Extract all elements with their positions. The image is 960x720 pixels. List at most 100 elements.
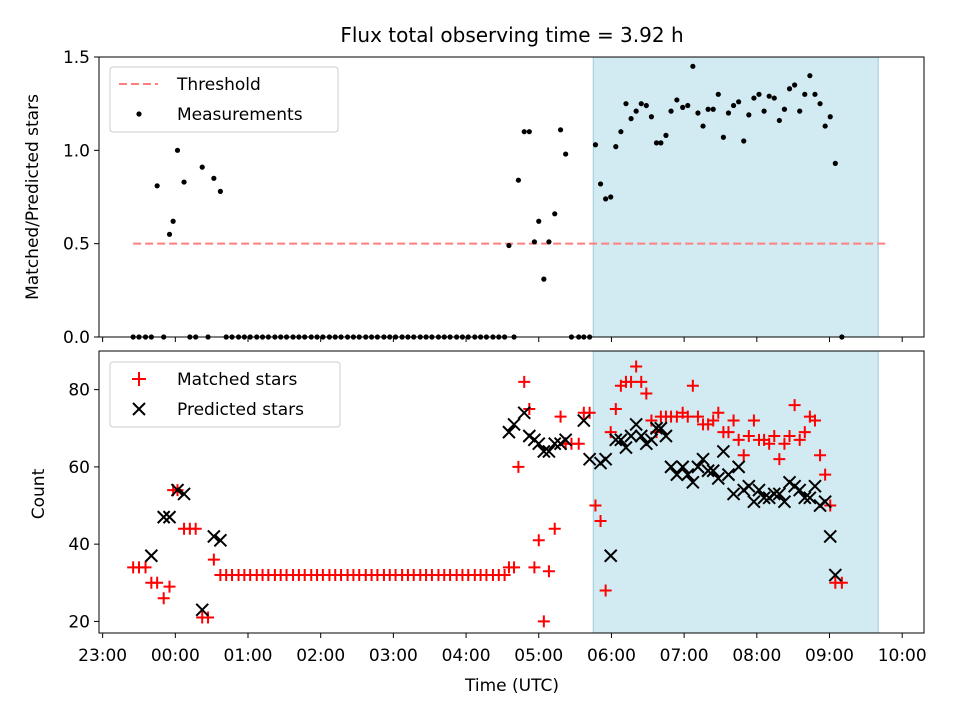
count-legend-box [109,361,341,428]
count-x-tick-label: 08:00 [732,646,781,666]
predicted-star-point [767,487,781,501]
measurement-point [695,110,701,116]
matched-star-point [202,611,215,624]
measurement-point [792,82,798,88]
measurement-point [832,160,838,166]
measurement-point [608,194,614,200]
predicted-legend-swatch [132,402,146,416]
measurement-point [802,91,808,97]
ratio-y-tick-label: 1.5 [63,48,90,68]
measurement-point [154,183,160,189]
measurement-point [546,239,552,245]
ratio-y-tick-label: 0.0 [63,328,90,348]
ratio-panel: 0.0 0.5 1.0 1.5 Matched/Predicted stars Thr… [23,48,925,348]
measurement-point [597,181,604,187]
count-x-tick-label: 00:00 [151,646,200,666]
matched-star-point [768,429,781,442]
matched-star-point [542,565,555,578]
matched-star-point [537,615,550,628]
predicted-star-point [614,433,628,447]
measurement-point [715,91,721,97]
matched-star-point [783,429,796,442]
matched-star-point [528,561,541,574]
matched-star-point [712,406,725,419]
measurement-point [592,142,599,148]
predicted-star-point [823,529,837,544]
measurement-point [817,101,823,107]
measurement-point [690,63,696,69]
measurement-point [658,140,664,146]
ratio-y-tick-label: 0.5 [63,235,90,255]
predicted-star-point [716,444,731,459]
measurement-point [771,95,777,101]
predicted-star-point [701,464,715,478]
measurement-point [552,211,558,217]
matched-star-point [798,426,811,439]
matched-star-point [814,449,827,462]
predicted-star-point [659,429,673,443]
predicted-star-point [144,549,159,563]
measurement-point [638,101,644,107]
count-x-tick-label: 01:00 [224,646,273,666]
measurement-point [751,95,757,101]
predicted-star-point [711,471,726,486]
measurement-point [668,108,674,114]
measurement-point [663,132,669,138]
predicted-star-point [598,452,613,466]
measurement-point [710,106,716,112]
chart-title: Flux total observing time = 3.92 h [340,23,683,47]
predicted-star-point [502,425,516,439]
count-y-tick-label: 20 [68,612,90,632]
measurement-point [725,110,732,116]
count-y-label: Count [29,468,49,519]
measurement-point [781,106,788,112]
measurement-points [130,63,845,340]
measurement-point [680,104,686,110]
matched-star-point [625,375,638,388]
count-y-tick-label: 80 [68,381,90,401]
measurement-point [613,144,619,150]
matched-star-point [691,410,704,423]
predicted-star-point [207,529,221,544]
matched-star-point [157,592,170,605]
matched-star-point [548,522,561,535]
predicted-star-point [517,406,531,420]
ratio-panel-shade [592,56,879,338]
predicted-star-point [696,452,710,466]
predicted-star-point [542,444,556,459]
matched-star-point [207,553,220,566]
measurement-point [776,117,782,124]
predicted-star-point [731,460,746,474]
predicted-star-point [644,433,659,447]
count-x-axis: 23:00 00:00 01:00 02:00 03:00 04:00 05:00 06:00… [78,633,927,666]
count-y-tick-label: 40 [68,535,90,555]
predicted-star-point [777,494,792,509]
ratio-y-axis: 0.0 0.5 1.0 1.5 [63,48,99,348]
matched-star-point [518,375,531,388]
measurement-point [685,102,691,109]
count-y-tick-label: 60 [68,458,90,478]
predicted-star-point [558,433,573,447]
threshold-legend-label: Threshold [176,75,261,95]
ratio-y-tick-label: 1.0 [63,141,90,161]
ratio-panel-frame [98,56,925,338]
predicted-star-point [792,483,807,497]
predicted-star-point [162,510,177,524]
predicted-star-point [624,429,638,443]
predicted-star-point [808,479,822,493]
measurement-point [807,73,813,79]
matched-star-point [681,410,694,423]
matched-star-point [583,406,596,419]
matched-star-point [163,580,176,593]
matched-star-point [599,584,612,597]
predicted-star-point [752,483,766,497]
measurement-point [827,114,833,120]
predicted-star-point [757,491,771,505]
predicted-star-point [772,487,787,501]
measurement-point [812,91,818,97]
matched-star-point [747,414,760,427]
matched-star-point [532,534,545,547]
matched-star-point [773,453,786,466]
predicted-legend-label: Predicted stars [177,400,304,420]
measurement-point [786,86,793,92]
